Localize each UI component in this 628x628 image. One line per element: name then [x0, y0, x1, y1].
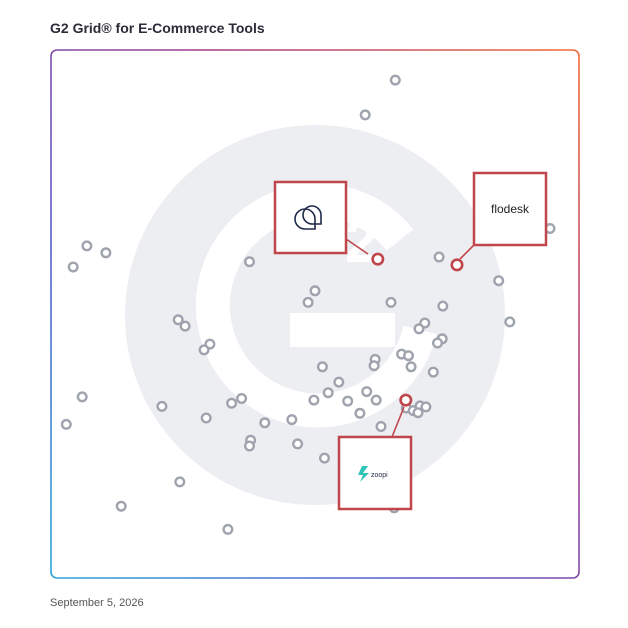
product-point[interactable]	[493, 275, 505, 287]
product-point[interactable]	[198, 344, 210, 356]
product-point[interactable]	[361, 386, 373, 398]
report-date: September 5, 2026	[50, 597, 144, 609]
product-point[interactable]	[405, 361, 417, 373]
product-point[interactable]	[286, 414, 298, 426]
product-point[interactable]	[354, 407, 366, 419]
product-point[interactable]	[174, 476, 186, 488]
product-point[interactable]	[437, 300, 449, 312]
product-point[interactable]	[226, 397, 238, 409]
product-point[interactable]	[156, 400, 168, 412]
product-point[interactable]	[433, 251, 445, 263]
product-point[interactable]	[259, 417, 271, 429]
product-point[interactable]	[179, 320, 191, 332]
product-point[interactable]	[359, 109, 371, 121]
zoopi-logo-text: zoopi	[371, 472, 388, 479]
product-point[interactable]	[308, 394, 320, 406]
highlight-layer	[371, 252, 464, 407]
product-point[interactable]	[200, 412, 212, 424]
chart-title: G2 Grid® for E-Commerce Tools	[50, 20, 265, 36]
product-point[interactable]	[420, 401, 432, 413]
zoopi-bolt-icon	[358, 466, 369, 482]
product-point[interactable]	[172, 314, 184, 326]
product-point[interactable]	[316, 361, 328, 373]
flodesk-logo-text: flodesk	[491, 202, 530, 216]
highlighted-product-point[interactable]	[371, 252, 385, 266]
product-point[interactable]	[342, 395, 354, 407]
product-point[interactable]	[389, 74, 401, 86]
vendor-logo-box[interactable]	[337, 435, 413, 511]
product-point[interactable]	[385, 296, 397, 308]
product-point[interactable]	[403, 350, 415, 362]
callout-zoopi[interactable]: zoopi	[337, 406, 413, 511]
vendor-logo-box[interactable]	[273, 180, 348, 255]
vendor-logo-box[interactable]	[472, 171, 548, 247]
product-point[interactable]	[67, 261, 79, 273]
product-point[interactable]	[243, 256, 255, 268]
product-point[interactable]	[432, 337, 444, 349]
chat-bubbles-logo-icon	[294, 205, 322, 230]
product-point[interactable]	[76, 391, 88, 403]
product-point[interactable]	[243, 440, 255, 452]
product-point[interactable]	[292, 438, 304, 450]
product-point[interactable]	[427, 366, 439, 378]
product-point[interactable]	[100, 247, 112, 259]
product-point[interactable]	[236, 393, 248, 405]
product-point[interactable]	[504, 316, 516, 328]
product-point[interactable]	[368, 360, 380, 372]
product-point[interactable]	[60, 418, 72, 430]
product-point[interactable]	[370, 394, 382, 406]
product-point[interactable]	[412, 407, 424, 419]
highlighted-product-point[interactable]	[450, 258, 464, 272]
product-point[interactable]	[375, 421, 387, 433]
product-point[interactable]	[222, 523, 234, 535]
product-point[interactable]	[322, 387, 334, 399]
callout-unnamed[interactable]	[273, 180, 369, 255]
product-point[interactable]	[333, 376, 345, 388]
callout-flodesk[interactable]: flodesk	[459, 171, 548, 260]
product-point[interactable]	[413, 323, 425, 335]
product-point[interactable]	[309, 285, 321, 297]
product-point[interactable]	[115, 500, 127, 512]
highlighted-product-point[interactable]	[399, 393, 413, 407]
product-point[interactable]	[81, 240, 93, 252]
product-point[interactable]	[302, 296, 314, 308]
product-point[interactable]	[319, 452, 331, 464]
